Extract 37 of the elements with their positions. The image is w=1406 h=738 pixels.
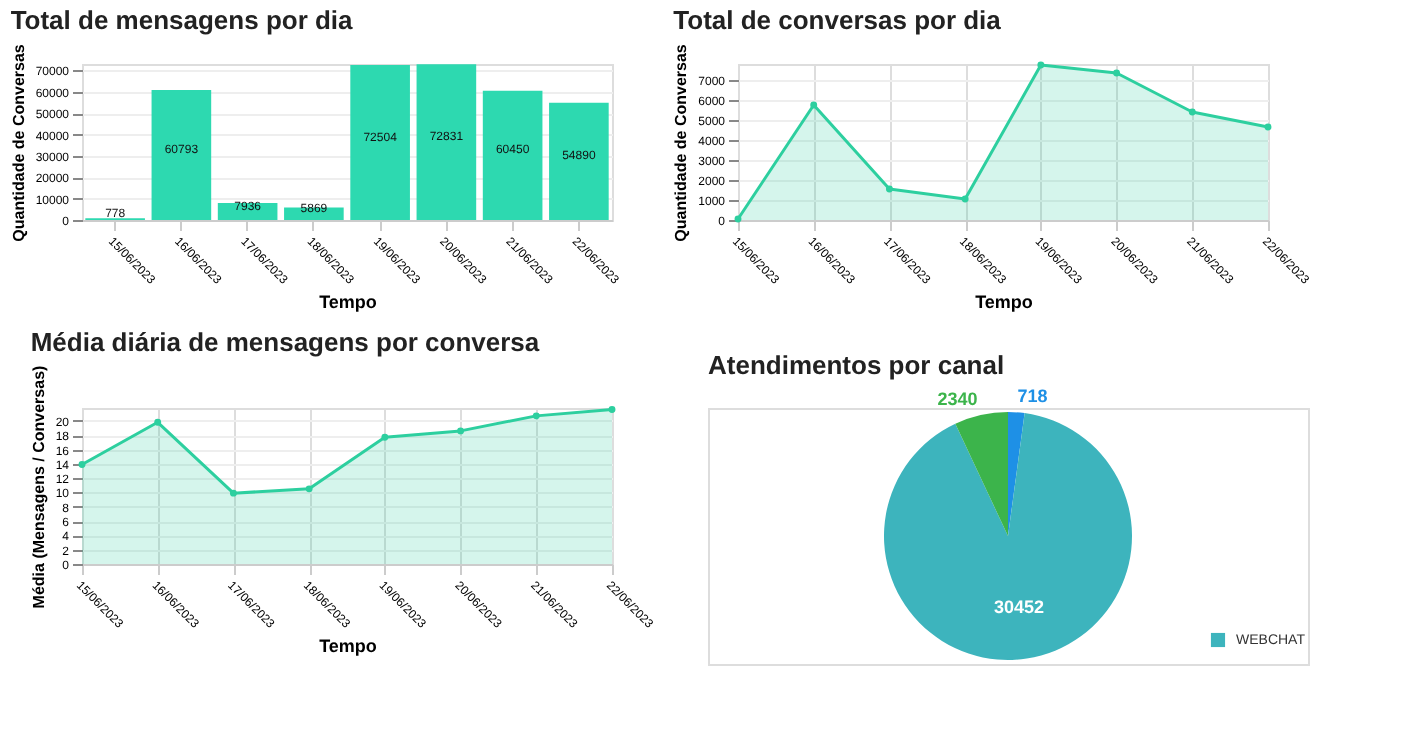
point bbox=[381, 433, 389, 441]
y-axis-title: Média (Mensagens / Conversas) bbox=[29, 364, 48, 609]
bar bbox=[350, 65, 410, 220]
point bbox=[1037, 61, 1045, 69]
point bbox=[1188, 108, 1196, 116]
pie-slice bbox=[955, 412, 1008, 536]
data-label: 2340 bbox=[937, 389, 978, 410]
pie-slice bbox=[1008, 412, 1025, 536]
point bbox=[154, 418, 162, 426]
bar bbox=[482, 90, 543, 220]
point bbox=[78, 461, 86, 468]
point bbox=[532, 412, 540, 420]
x-axis-title: Tempo bbox=[319, 635, 378, 656]
point bbox=[961, 195, 969, 203]
point bbox=[608, 405, 616, 413]
chart-title: Total de mensagens por dia bbox=[10, 5, 355, 36]
chart-title: Total de conversas por dia bbox=[673, 5, 1003, 36]
chart-title: Média diária de mensagens por conversa bbox=[30, 326, 541, 357]
point bbox=[734, 215, 742, 223]
point bbox=[1113, 69, 1121, 77]
bar bbox=[416, 64, 477, 220]
y-axis-title: Quantidade de Conversas bbox=[672, 43, 691, 242]
point bbox=[1264, 123, 1272, 131]
point bbox=[457, 427, 465, 435]
pie-slice bbox=[884, 413, 1132, 660]
y-axis-title: Quantidade de Conversas bbox=[9, 43, 28, 242]
x-axis-title: Tempo bbox=[975, 291, 1034, 312]
chart-title: Atendimentos por canal bbox=[708, 350, 1005, 381]
point bbox=[305, 485, 313, 493]
bar bbox=[151, 90, 212, 220]
x-axis-title: Tempo bbox=[319, 291, 378, 312]
bar bbox=[549, 102, 609, 220]
point bbox=[885, 185, 893, 193]
data-label: 718 bbox=[1017, 386, 1048, 407]
point bbox=[229, 489, 237, 497]
data-label: 30452 bbox=[993, 597, 1044, 618]
point bbox=[810, 101, 818, 109]
